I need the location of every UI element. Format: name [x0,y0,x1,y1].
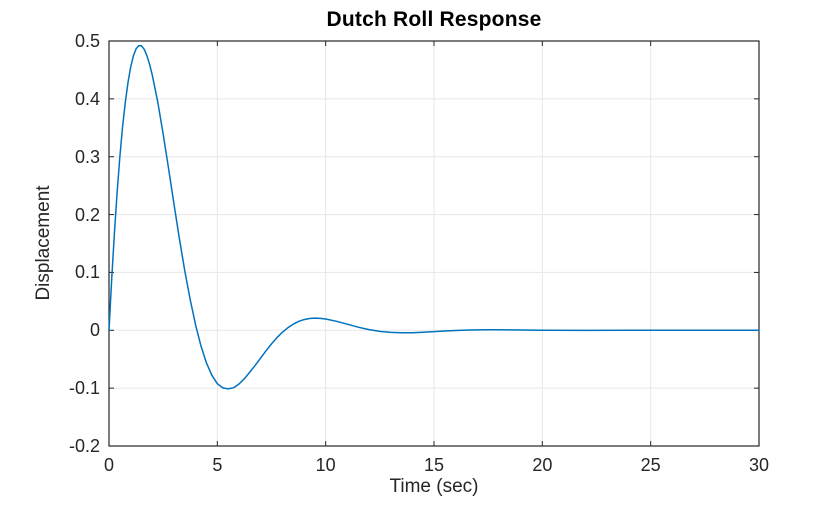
axes-box [108,40,760,447]
x-tick-label: 30 [748,455,770,475]
y-tick-label: 0.3 [74,146,100,167]
x-tick-label: 5 [212,455,223,475]
y-tick-label: 0 [89,320,100,341]
response-curve [108,44,760,390]
x-tick-label: 10 [315,455,336,475]
x-tick-label: 20 [532,455,553,475]
y-tick-label: 0.1 [74,262,100,283]
x-axis-label: Time (sec) [389,476,479,497]
y-tick-label: -0.1 [68,378,100,399]
y-tick-label: -0.2 [68,436,100,456]
x-tick-label: 0 [103,455,114,475]
x-tick-label: 25 [640,455,661,475]
x-tick-label: 15 [423,455,445,475]
chart-title: Dutch Roll Response [326,8,542,31]
y-tick-label: 0.2 [74,204,100,225]
y-tick-label: 0.5 [74,31,100,51]
y-tick-label: 0.4 [74,88,100,109]
